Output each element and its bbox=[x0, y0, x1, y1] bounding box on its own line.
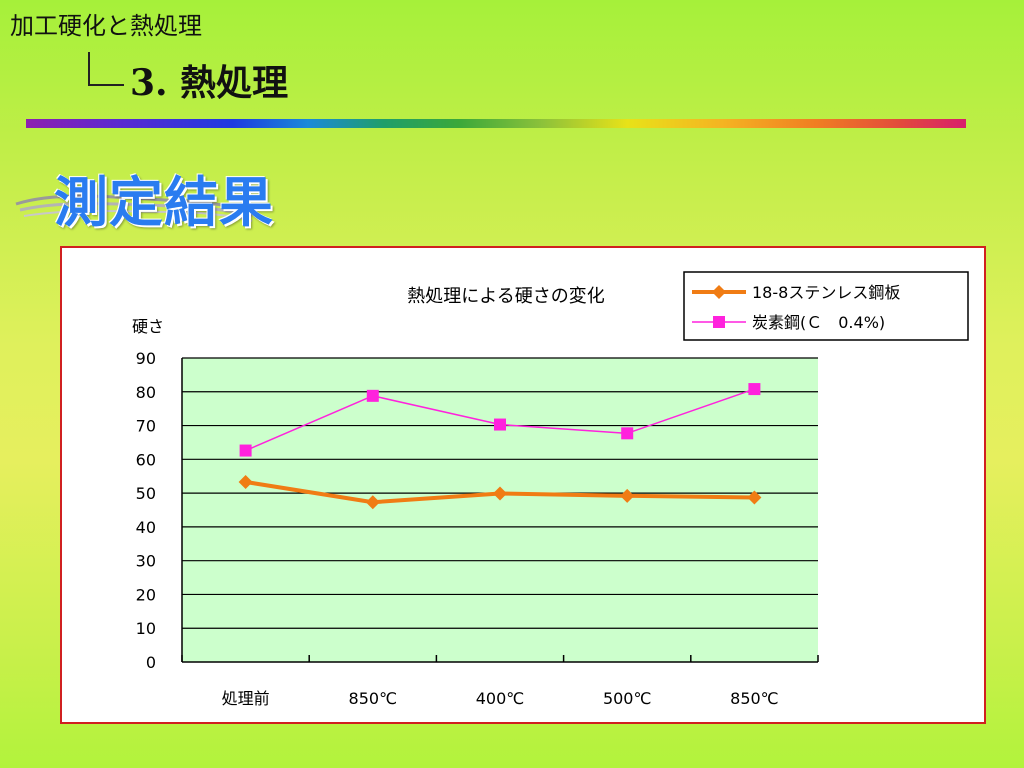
tree-corner-line bbox=[88, 52, 124, 86]
data-point bbox=[620, 488, 635, 503]
plot-background bbox=[182, 358, 818, 662]
x-tick-label: 850℃ bbox=[349, 689, 398, 708]
legend-box bbox=[683, 271, 969, 341]
data-point bbox=[366, 389, 379, 402]
y-tick-label: 90 bbox=[136, 349, 156, 368]
data-point bbox=[747, 490, 762, 505]
y-tick-label: 70 bbox=[136, 417, 156, 436]
chart-title: 熱処理による硬さの変化 bbox=[407, 286, 604, 307]
data-point bbox=[365, 495, 380, 510]
y-tick-label: 0 bbox=[146, 653, 156, 672]
legend-marker bbox=[713, 316, 725, 328]
x-tick-label: 850℃ bbox=[730, 689, 779, 708]
y-axis-label: 硬さ bbox=[132, 317, 164, 336]
slide-heading: 測定結果 bbox=[54, 171, 274, 234]
y-tick-label: 30 bbox=[136, 552, 156, 571]
data-point bbox=[494, 418, 506, 431]
data-point bbox=[238, 474, 253, 489]
y-tick-label: 50 bbox=[136, 484, 156, 503]
x-tick-label: 500℃ bbox=[603, 689, 652, 708]
data-point bbox=[493, 486, 507, 501]
x-tick-label: 400℃ bbox=[476, 689, 525, 708]
y-tick-label: 40 bbox=[136, 518, 156, 537]
x-tick-label: 処理前 bbox=[222, 689, 270, 708]
y-tick-label: 10 bbox=[136, 619, 156, 638]
header-title: 加工硬化と熱処理 bbox=[10, 12, 202, 40]
line-chart: 熱処理による硬さの変化 硬さ 0 10 20 30 40 50 60 70 80 90 処理前 850… bbox=[132, 271, 969, 708]
legend-label: 18-8ステンレス鋼板 bbox=[752, 283, 900, 302]
plot-area: 0 10 20 30 40 50 60 70 80 90 処理前 850℃ 400℃ 500℃ 850℃ bbox=[136, 349, 819, 708]
data-point bbox=[748, 383, 761, 396]
y-tick-label: 80 bbox=[136, 383, 156, 402]
y-tick-label: 60 bbox=[136, 450, 156, 469]
data-point bbox=[239, 444, 252, 457]
data-point bbox=[621, 427, 634, 440]
y-tick-label: 20 bbox=[136, 585, 156, 604]
chart-frame: 熱処理による硬さの変化 硬さ 0 10 20 30 40 50 60 70 80 90 処理前 850… bbox=[60, 246, 986, 724]
heading-block: 測定結果 bbox=[14, 158, 274, 234]
section-title: 3. 熱処理 bbox=[130, 62, 289, 104]
swoosh-decoration bbox=[15, 194, 253, 222]
legend-label: 炭素鋼(Ｃ 0.4%) bbox=[752, 313, 885, 332]
rainbow-divider bbox=[26, 119, 966, 128]
legend-marker bbox=[712, 285, 726, 299]
